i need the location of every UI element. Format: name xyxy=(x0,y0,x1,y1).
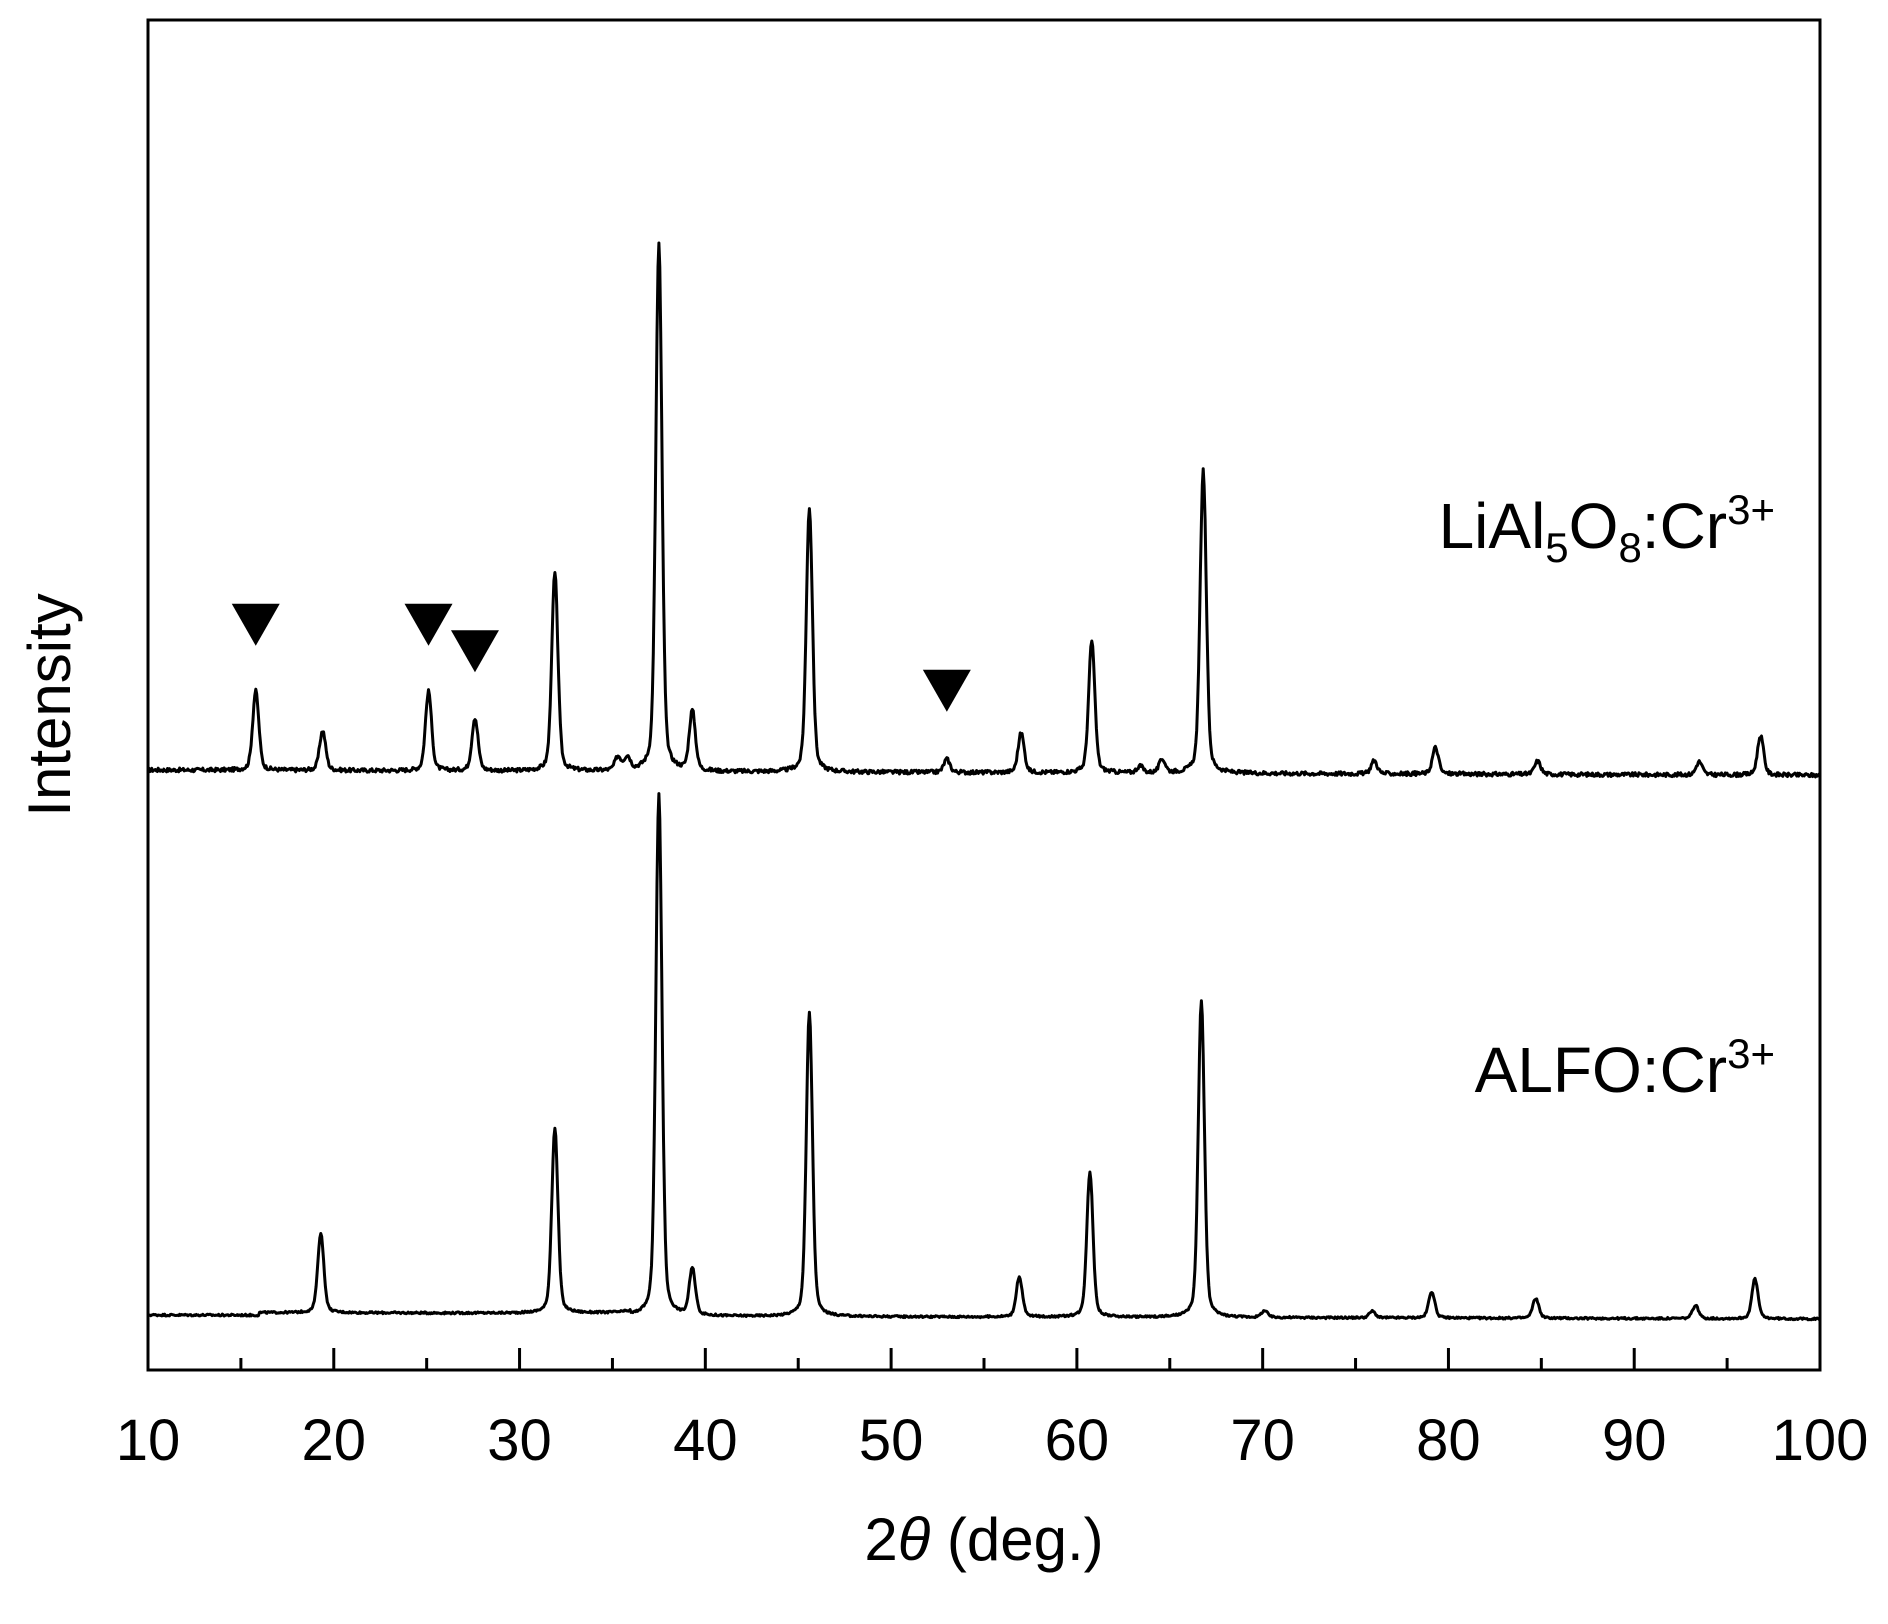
series-line-alfo xyxy=(146,792,1822,1322)
series-lines xyxy=(146,241,1822,1322)
series-label-lial5o8: LiAl5O8:Cr3+ xyxy=(1439,486,1775,571)
x-tick-label: 70 xyxy=(1230,1408,1295,1473)
x-tick-label: 10 xyxy=(116,1408,181,1473)
impurity-markers xyxy=(231,603,971,712)
x-tick-label: 100 xyxy=(1772,1408,1869,1473)
impurity-marker-triangle xyxy=(922,669,971,712)
x-tick-label: 80 xyxy=(1416,1408,1481,1473)
x-axis-tick-labels: 10 20 30 40 50 60 70 80 90 100 xyxy=(116,1408,1869,1473)
series-line-lial5o8 xyxy=(147,241,1821,779)
x-tick-label: 40 xyxy=(673,1408,738,1473)
x-tick-label: 30 xyxy=(487,1408,552,1473)
x-tick-label: 90 xyxy=(1602,1408,1667,1473)
x-axis-title: 2θ (deg.) xyxy=(864,1506,1103,1573)
x-axis-ticks xyxy=(146,1348,1822,1370)
plot-frame xyxy=(146,18,1822,1372)
impurity-marker-triangle xyxy=(231,603,280,646)
impurity-marker-triangle xyxy=(450,630,499,673)
x-tick-label: 20 xyxy=(302,1408,367,1473)
y-axis-title: Intensity xyxy=(16,593,83,816)
x-tick-label: 60 xyxy=(1045,1408,1110,1473)
x-tick-label: 50 xyxy=(859,1408,924,1473)
series-label-alfo: ALFO:Cr3+ xyxy=(1475,1030,1775,1106)
impurity-marker-triangle xyxy=(404,603,453,646)
